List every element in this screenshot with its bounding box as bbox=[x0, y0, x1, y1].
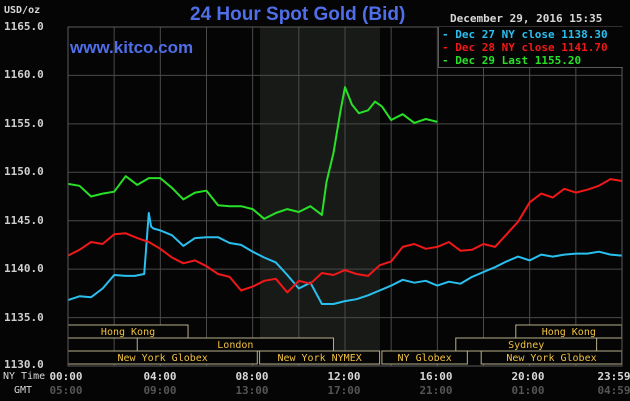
plot-border bbox=[67, 26, 623, 367]
y-tick-label: 1155.0 bbox=[4, 117, 44, 130]
x-tick-gmt: 13:00 bbox=[235, 384, 269, 397]
y-tick-label: 1150.0 bbox=[4, 165, 44, 178]
x-tick-ny: 20:00 bbox=[511, 370, 545, 383]
y-tick-label: 1140.0 bbox=[4, 262, 44, 275]
chart-title: 24 Hour Spot Gold (Bid) bbox=[190, 4, 406, 25]
svg-text:New York Globex: New York Globex bbox=[117, 353, 207, 364]
x-tick-gmt: 04:59 bbox=[597, 384, 630, 397]
y-tick-label: 1145.0 bbox=[4, 214, 44, 227]
x-tick-ny: 08:00 bbox=[235, 370, 269, 383]
session-band: Hong Kong bbox=[67, 324, 189, 339]
x-tick-gmt: 17:00 bbox=[327, 384, 361, 397]
x-tick-gmt: 21:00 bbox=[419, 384, 453, 397]
svg-text:Sydney: Sydney bbox=[508, 340, 544, 351]
x-tick-gmt: 05:00 bbox=[49, 384, 83, 397]
x-tick-ny: 12:00 bbox=[327, 370, 361, 383]
svg-text:London: London bbox=[217, 340, 253, 351]
legend-item-dec27: - Dec 27 NY close 1138.30 bbox=[442, 28, 608, 41]
site-watermark: www.kitco.com bbox=[70, 38, 194, 57]
y-tick-label: 1135.0 bbox=[4, 311, 44, 324]
session-band: Sydney bbox=[455, 337, 598, 352]
session-band: London bbox=[136, 337, 334, 352]
price-lines bbox=[67, 86, 623, 305]
svg-text:Hong Kong: Hong Kong bbox=[542, 327, 596, 338]
price-line bbox=[67, 178, 623, 294]
session-band: Hong Kong bbox=[515, 324, 623, 339]
x-axis-ny-time-label: NY Time bbox=[3, 371, 46, 382]
chart-timestamp: December 29, 2016 15:35 bbox=[450, 12, 603, 25]
x-tick-gmt: 09:00 bbox=[143, 384, 177, 397]
x-tick-ny: 23:59 bbox=[597, 370, 630, 383]
price-line bbox=[67, 86, 438, 220]
y-tick-label: 1160.0 bbox=[4, 68, 44, 81]
x-tick-ny: 00:00 bbox=[49, 370, 83, 383]
x-tick-ny: 16:00 bbox=[419, 370, 453, 383]
x-tick-gmt: 01:00 bbox=[511, 384, 545, 397]
x-tick-ny: 04:00 bbox=[143, 370, 177, 383]
trading-sessions: Hong Kong Hong Kong London Sydney New York G… bbox=[67, 324, 623, 365]
svg-text:New York NYMEX: New York NYMEX bbox=[277, 353, 361, 364]
legend-item-dec28: - Dec 28 NY close 1141.70 bbox=[442, 41, 608, 54]
y-axis-unit: USD/oz bbox=[4, 5, 41, 16]
nymex-session-shade bbox=[260, 27, 380, 366]
svg-text:Hong Kong: Hong Kong bbox=[101, 327, 155, 338]
legend-item-dec29: - Dec 29 Last 1155.20 bbox=[442, 54, 582, 67]
y-tick-label: 1165.0 bbox=[4, 20, 44, 33]
price-line bbox=[67, 212, 623, 305]
session-band: NY Globex bbox=[381, 350, 468, 365]
svg-text:NY Globex: NY Globex bbox=[398, 353, 452, 364]
svg-text:New York Globex: New York Globex bbox=[506, 353, 596, 364]
session-band: New York Globex bbox=[67, 350, 258, 365]
x-axis-gmt-label: GMT bbox=[14, 385, 33, 396]
session-band: New York NYMEX bbox=[259, 350, 381, 365]
session-band: New York Globex bbox=[480, 350, 623, 365]
y-tick-label: 1130.0 bbox=[4, 358, 44, 371]
